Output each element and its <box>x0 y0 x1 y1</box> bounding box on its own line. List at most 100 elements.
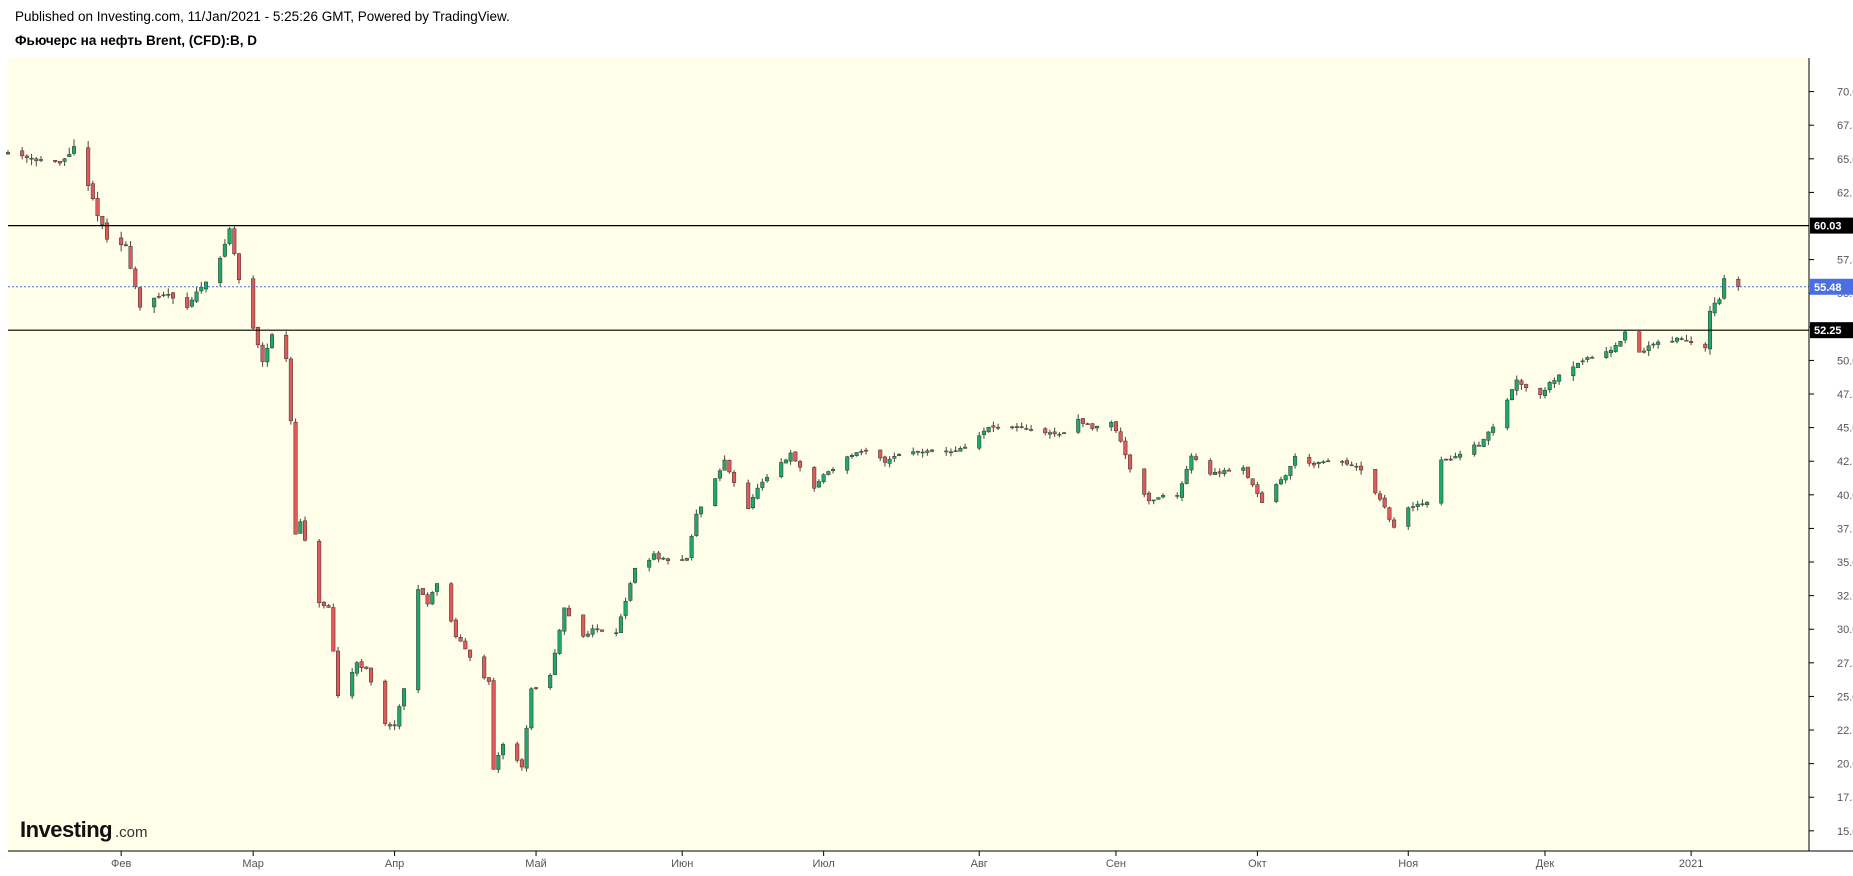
candle <box>326 604 331 608</box>
candle-body <box>203 281 209 290</box>
candle-body <box>713 478 718 506</box>
x-tick-label: Авг <box>971 858 988 870</box>
candle-body <box>1712 302 1717 314</box>
candle <box>170 291 176 305</box>
candle-body <box>1604 351 1609 358</box>
candle <box>930 449 935 453</box>
x-tick-label: Июн <box>671 858 693 870</box>
candle <box>1189 453 1194 474</box>
candle <box>1736 276 1741 291</box>
candle-body <box>1458 453 1463 458</box>
candle-body <box>170 292 176 299</box>
candle <box>128 241 133 270</box>
candle <box>1326 458 1331 463</box>
candle <box>1608 346 1614 358</box>
candle-body <box>1316 461 1321 465</box>
candle-body <box>265 348 270 363</box>
candle-body <box>788 452 793 462</box>
candle-body <box>119 237 124 246</box>
candle <box>119 231 124 252</box>
candle-body <box>90 183 95 200</box>
candle <box>1552 377 1557 389</box>
candle <box>1217 468 1222 478</box>
candle <box>1453 452 1458 459</box>
candle-body <box>1326 460 1331 463</box>
candle <box>364 666 369 670</box>
y-tick-label: 57.50 <box>1837 255 1853 267</box>
candle <box>666 557 671 565</box>
candle <box>581 614 586 638</box>
candle <box>152 297 157 314</box>
candle <box>1179 481 1184 502</box>
candle <box>1547 380 1552 393</box>
candle-body <box>1410 506 1415 508</box>
candle-body <box>458 637 463 642</box>
candle-body <box>633 567 638 583</box>
candle-body <box>651 553 656 560</box>
candle <box>24 154 29 163</box>
candle <box>628 581 633 602</box>
price-tags: 60.03 52.25 55.48 <box>1810 217 1853 339</box>
candle-body <box>86 147 91 186</box>
candle-body <box>1047 432 1052 435</box>
candle <box>1029 424 1034 432</box>
candle-body <box>585 633 590 637</box>
candle <box>1255 481 1260 498</box>
candle <box>468 649 473 662</box>
candle <box>1651 342 1656 349</box>
y-tick-label: 27.50 <box>1837 658 1853 670</box>
candle-body <box>1491 426 1496 433</box>
candle-body <box>1538 388 1543 395</box>
y-tick-label: 22.50 <box>1837 725 1853 737</box>
candle <box>1387 506 1392 523</box>
candle-body <box>1283 475 1288 481</box>
candle-body <box>468 649 473 658</box>
candle-body <box>1113 421 1118 432</box>
candle-body <box>354 662 359 674</box>
candle-body <box>991 425 996 428</box>
candle <box>680 554 685 561</box>
candle-body <box>298 521 303 534</box>
candle-body <box>185 297 190 308</box>
candle-body <box>199 286 204 292</box>
candle <box>1623 330 1628 344</box>
candle <box>765 473 770 483</box>
x-tick-label: Мар <box>242 858 264 870</box>
candle <box>1637 331 1642 353</box>
candle <box>1208 458 1213 476</box>
candle <box>524 725 529 772</box>
candle-body <box>1241 467 1246 471</box>
candle <box>557 628 562 655</box>
candle-body <box>67 154 72 158</box>
candle <box>1406 506 1411 530</box>
candle-body <box>562 607 567 632</box>
candle-body <box>798 461 803 468</box>
candle-body <box>1406 507 1411 527</box>
candle <box>1392 517 1397 529</box>
candle <box>303 516 308 542</box>
candle <box>67 147 72 158</box>
candle <box>1241 465 1246 475</box>
candle-body <box>1128 454 1133 470</box>
candle-body <box>534 687 539 689</box>
candle-body <box>1590 357 1595 359</box>
candle <box>392 720 397 731</box>
candle <box>552 649 557 676</box>
candle <box>1118 427 1123 443</box>
candle-body <box>303 520 308 541</box>
x-tick-label: 2021 <box>1679 858 1703 870</box>
candle-body <box>364 666 369 669</box>
price-axis: 15.00 17.50 20.00 22.50 25.00 27.50 30.00 32.50… <box>1809 87 1853 838</box>
candle <box>1382 494 1387 509</box>
candle <box>463 637 468 650</box>
y-tick-label: 25.00 <box>1837 691 1853 703</box>
candle <box>260 342 265 367</box>
candle <box>1674 336 1680 344</box>
candle-body <box>1415 503 1420 507</box>
candle-body <box>288 358 293 422</box>
y-tick-label: 45.00 <box>1837 423 1853 435</box>
candle-body <box>1151 499 1156 502</box>
candle-body <box>783 459 788 464</box>
candle <box>1505 397 1510 431</box>
